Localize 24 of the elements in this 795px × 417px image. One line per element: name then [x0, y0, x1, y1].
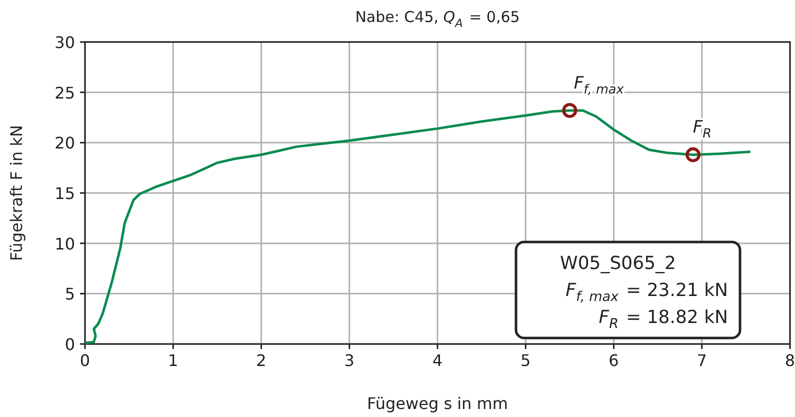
y-tick-label: 25: [54, 83, 75, 102]
x-axis-title: Fügeweg s in mm: [367, 394, 508, 413]
annotation: F$_{f, max}$ = 23.21 kN: [566, 280, 728, 305]
annotation: F$_{f, max}$: [574, 73, 624, 98]
x-tick-label: 6: [608, 351, 619, 370]
y-tick-label: 5: [64, 284, 75, 304]
y-tick-label: 0: [64, 335, 75, 354]
y-tick-label: 15: [54, 184, 75, 203]
chart-title: Nabe: C45, Q$_{A}$ = 0,65: [355, 8, 520, 30]
y-tick-label: 20: [54, 134, 75, 153]
x-tick-label: 4: [432, 351, 443, 370]
x-tick-label: 0: [80, 351, 90, 370]
annotation: W05_S065_2: [560, 253, 676, 274]
x-tick-label: 3: [344, 351, 354, 370]
x-tick-label: 8: [784, 351, 795, 370]
y-tick-label: 30: [54, 33, 75, 52]
x-tick-label: 7: [696, 351, 707, 370]
x-tick-label: 2: [256, 351, 266, 370]
x-tick-label: 1: [168, 351, 178, 370]
x-tick-label: 5: [520, 351, 531, 370]
annotation: F$_{R}$: [692, 118, 712, 142]
annotation: F$_{R}$ = 18.82 kN: [598, 307, 728, 332]
y-tick-label: 10: [54, 234, 75, 254]
y-axis-title: Fügekraft F in kN: [7, 124, 26, 262]
